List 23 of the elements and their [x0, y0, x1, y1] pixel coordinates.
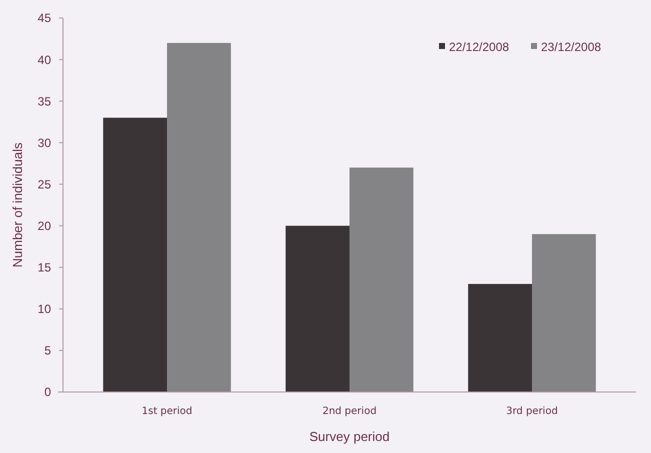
y-tick-label: 45 — [38, 11, 52, 26]
y-tick-label: 0 — [44, 385, 52, 400]
bar — [532, 234, 596, 392]
y-tick-label: 5 — [44, 344, 52, 358]
y-tick-label: 10 — [38, 302, 52, 316]
bar — [350, 168, 414, 392]
y-axis-title: Number of individuals — [10, 142, 25, 268]
y-tick-label: 15 — [38, 260, 52, 275]
bar — [468, 284, 532, 392]
bar — [103, 118, 168, 392]
x-tick-label: 3rd period — [506, 406, 558, 417]
y-tick-label: 35 — [38, 94, 52, 108]
y-tick-label: 40 — [38, 52, 52, 67]
y-tick-label: 20 — [38, 218, 52, 233]
bar — [167, 42, 231, 392]
legend-label: 23/12/2008 — [541, 40, 602, 54]
legend-label: 22/12/2008 — [449, 40, 510, 54]
bar — [286, 226, 350, 392]
y-tick-label: 25 — [38, 177, 52, 192]
y-tick-label: 30 — [38, 136, 52, 150]
x-tick-label: 2nd period — [322, 406, 377, 417]
x-tick-label: 1st period — [142, 406, 192, 417]
x-axis-title: Survey period — [309, 429, 390, 444]
